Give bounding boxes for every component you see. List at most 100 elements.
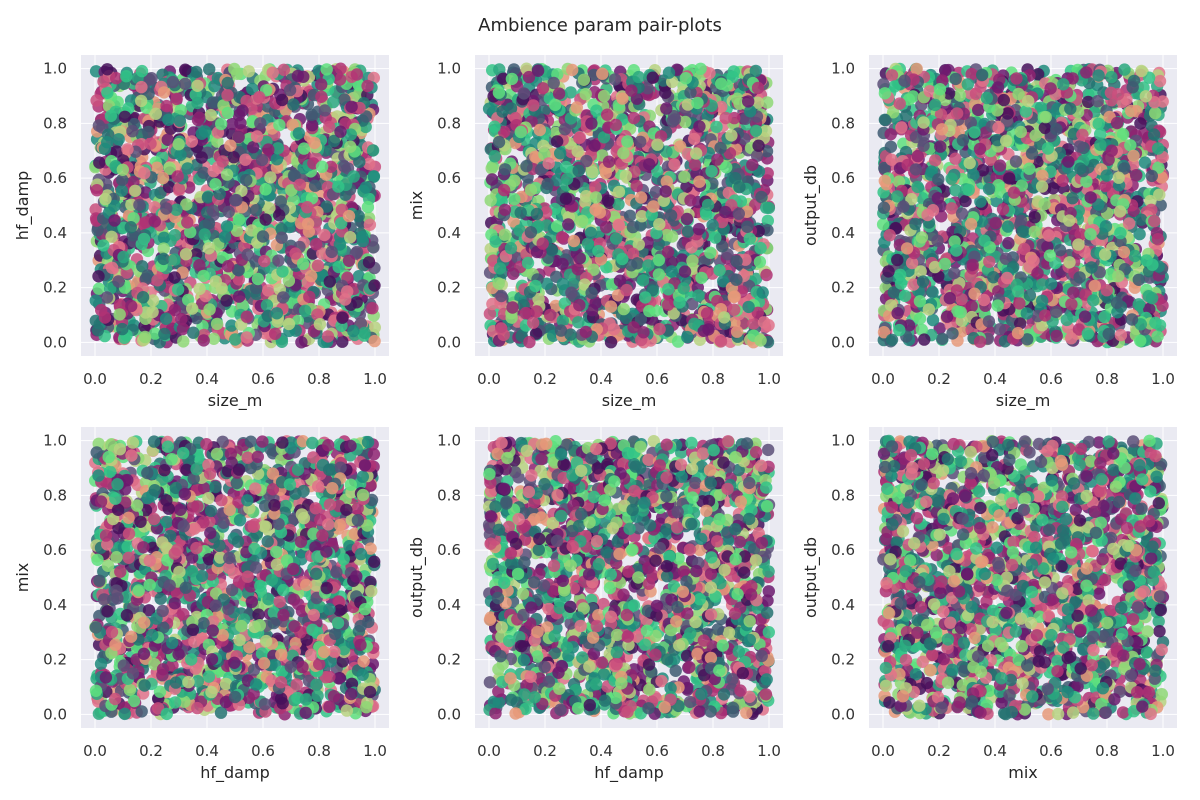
scatter-point	[484, 194, 497, 207]
scatter-point	[567, 234, 581, 248]
scatter-point	[222, 260, 235, 273]
scatter-point	[684, 194, 697, 207]
scatter-point	[308, 179, 322, 192]
scatter-point	[627, 321, 640, 334]
scatter-point	[646, 71, 659, 84]
scatter-point	[604, 336, 618, 349]
scatter-point	[201, 191, 215, 204]
scatter-point	[327, 134, 341, 148]
scatter-point	[649, 185, 663, 199]
scatter-point	[607, 323, 621, 336]
scatter-point	[229, 333, 242, 346]
scatter-point	[600, 221, 613, 234]
scatter-point	[336, 335, 349, 348]
scatter-point	[715, 215, 729, 229]
scatter-point	[334, 62, 347, 75]
scatter-point	[148, 215, 161, 228]
scatter-point	[216, 155, 229, 168]
scatter-point	[301, 201, 314, 214]
scatter-point	[232, 213, 246, 226]
scatter-point	[711, 153, 724, 166]
scatter-point	[495, 322, 508, 335]
scatter-point	[354, 317, 368, 330]
scatter-point	[613, 274, 627, 287]
scatter-point	[573, 252, 586, 265]
scatter-point	[498, 228, 512, 241]
scatter-point	[602, 194, 615, 207]
scatter-point	[197, 166, 210, 179]
scatter-point	[556, 277, 570, 291]
scatter-point	[695, 271, 708, 285]
scatter-point	[522, 70, 536, 84]
scatter-point	[206, 204, 220, 217]
scatter-point	[253, 91, 266, 104]
scatter-point	[632, 70, 645, 84]
scatter-point	[168, 253, 181, 266]
scatter-point	[730, 255, 743, 268]
scatter-point	[588, 139, 601, 152]
scatter-point	[571, 263, 585, 276]
scatter-point	[508, 174, 521, 187]
scatter-point	[271, 142, 285, 155]
scatter-point	[148, 327, 162, 340]
scatter-point	[752, 139, 765, 152]
y-tick-label: 0.0	[437, 333, 461, 351]
scatter-point	[579, 87, 592, 101]
scatter-point	[498, 203, 512, 216]
scatter-point	[705, 165, 718, 178]
scatter-point	[276, 291, 290, 304]
scatter-point	[363, 218, 377, 231]
scatter-point	[255, 153, 269, 167]
scatter-point	[100, 291, 114, 304]
scatter-point	[157, 231, 171, 244]
scatter-point	[694, 62, 707, 75]
scatter-point	[204, 108, 217, 122]
scatter-point	[221, 106, 234, 120]
scatter-point	[662, 66, 676, 79]
scatter-point	[190, 65, 203, 79]
x-tick-label: 0.2	[533, 370, 557, 388]
scatter-point	[681, 330, 694, 344]
scatter-point	[232, 273, 245, 286]
scatter-point	[174, 148, 187, 162]
scatter-point	[138, 330, 152, 344]
scatter-point	[560, 172, 574, 186]
scatter-point	[510, 251, 524, 264]
scatter-point	[345, 100, 358, 114]
scatter-point	[224, 139, 237, 152]
scatter-point	[728, 111, 741, 125]
scatter-point	[137, 232, 151, 246]
scatter-point	[715, 77, 728, 91]
scatter-point	[746, 158, 759, 171]
scatter-point	[295, 336, 308, 349]
y-tick-label: 0.8	[437, 114, 461, 132]
scatter-point	[293, 178, 306, 191]
scatter-point	[207, 165, 220, 178]
scatter-point	[544, 308, 557, 322]
scatter-point	[732, 207, 745, 220]
y-tick-label: 0.2	[43, 279, 67, 297]
scatter-point	[366, 144, 380, 157]
scatter-point	[297, 142, 311, 155]
scatter-point	[506, 301, 519, 314]
scatter-point	[533, 123, 546, 137]
scatter-point	[117, 250, 130, 264]
scatter-point	[266, 66, 279, 79]
scatter-point	[249, 204, 263, 217]
scatter-point	[572, 316, 585, 329]
scatter-point	[497, 72, 510, 86]
scatter-point	[195, 127, 208, 140]
scatter-point	[90, 94, 103, 107]
y-axis-label: mix	[407, 191, 426, 221]
scatter-point	[643, 158, 656, 171]
scatter-point	[636, 274, 650, 287]
scatter-point	[587, 263, 600, 276]
scatter-point	[301, 217, 315, 230]
scatter-point	[754, 334, 767, 347]
scatter-point	[181, 162, 194, 175]
scatter-point	[313, 318, 327, 331]
scatter-point	[727, 290, 740, 304]
scatter-point	[612, 219, 625, 232]
scatter-point	[585, 117, 598, 130]
scatter-point	[609, 118, 622, 132]
